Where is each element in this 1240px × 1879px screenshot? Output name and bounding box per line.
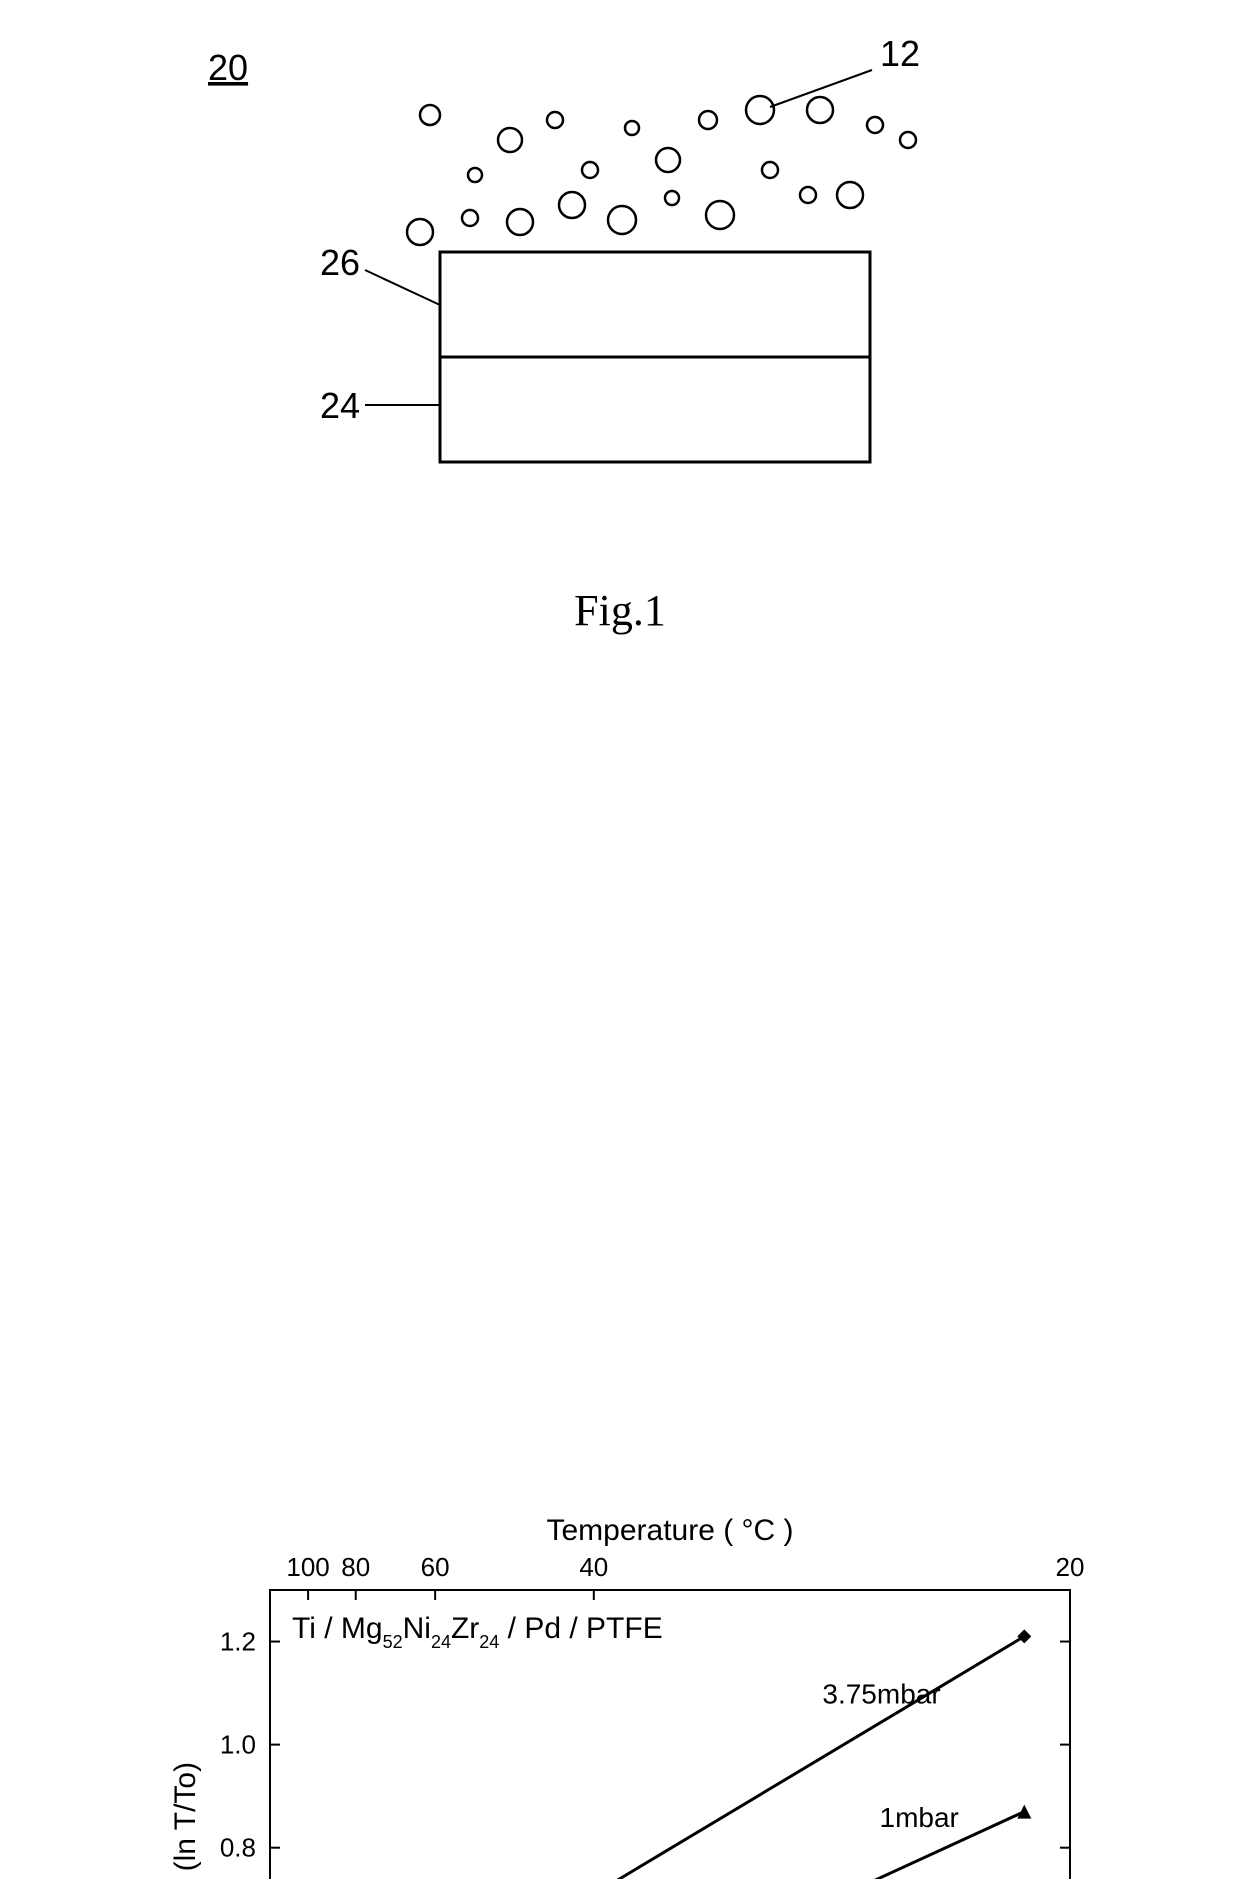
series-label: 3.75mbar <box>822 1678 940 1709</box>
xtick-top-label: 60 <box>421 1552 450 1582</box>
ytick-label: 1.0 <box>220 1730 256 1760</box>
xtick-top-label: 80 <box>341 1552 370 1582</box>
xtick-top-label: 20 <box>1056 1552 1085 1582</box>
label-24: 24 <box>320 385 360 426</box>
fig2-svg: 0.010.020.030.040.051 / T ( °C-1 )100806… <box>0 720 1240 1879</box>
label-20: 20 <box>208 47 248 88</box>
series-label: 1mbar <box>880 1802 959 1833</box>
page: 20262412Fig.1 0.010.020.030.040.051 / T … <box>0 0 1240 1879</box>
label-12: 12 <box>880 33 920 74</box>
xtick-top-label: 40 <box>579 1552 608 1582</box>
x-axis-top-label: Temperature ( °C ) <box>546 1514 793 1547</box>
gas-bubbles <box>407 96 916 245</box>
ytick-label: 0.8 <box>220 1833 256 1863</box>
fig1-svg: 20 26 24 12 Fig.1 <box>0 0 1240 720</box>
label-26: 26 <box>320 242 360 283</box>
ytick-label: 1.2 <box>220 1627 256 1657</box>
xtick-top-label: 100 <box>286 1552 329 1582</box>
y-axis-label: Optical contrast (ln T/To) <box>169 1762 202 1879</box>
fig1-caption: Fig.1 <box>574 586 666 635</box>
